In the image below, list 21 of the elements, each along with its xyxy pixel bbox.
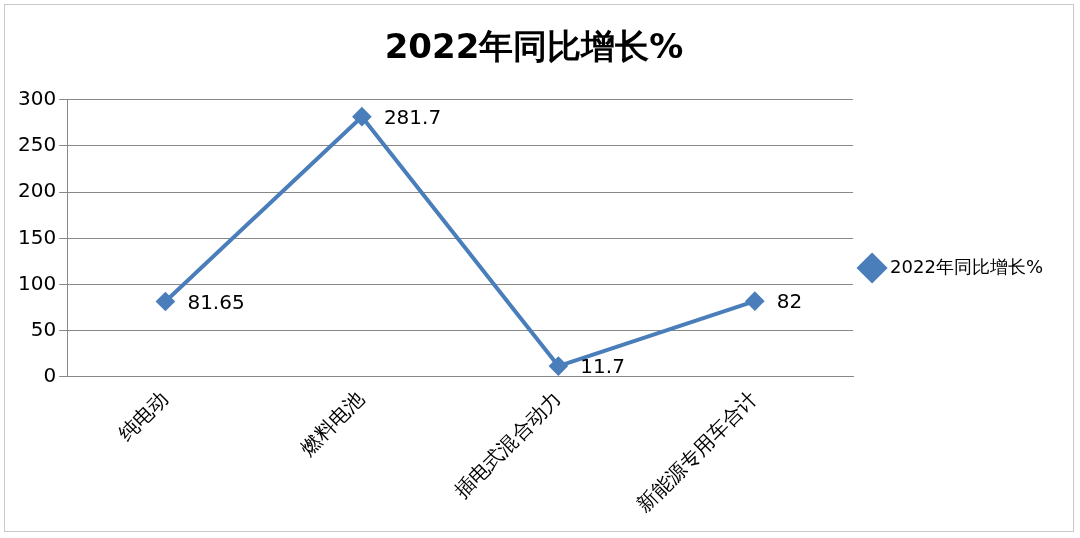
point	[156, 292, 175, 311]
x-tick-label: 燃料电池	[295, 386, 370, 461]
chart-title: 2022年同比增长%	[384, 26, 684, 67]
x-tick-label: 纯电动	[113, 386, 173, 447]
y-tick-label: 0	[43, 363, 57, 388]
legend-label: 2022年同比增长%	[890, 255, 1044, 277]
data-label: 281.7	[383, 104, 442, 129]
point	[549, 357, 568, 376]
y-tick-label: 100	[17, 270, 57, 295]
data-label: 81.65	[187, 289, 245, 314]
data-label: 11.7	[580, 354, 625, 379]
x-tick-label: 新能源专用车合计	[631, 386, 763, 517]
data-label: 82	[776, 289, 803, 314]
y-tick-label: 250	[17, 132, 57, 157]
y-tick-label: 50	[30, 316, 57, 341]
point	[352, 107, 371, 126]
y-tick-label: 150	[17, 224, 57, 249]
point	[745, 292, 764, 311]
x-tick-label: 插电式混合动力	[449, 386, 566, 503]
y-tick-label: 300	[17, 86, 57, 110]
y-tick-label: 200	[17, 178, 57, 203]
